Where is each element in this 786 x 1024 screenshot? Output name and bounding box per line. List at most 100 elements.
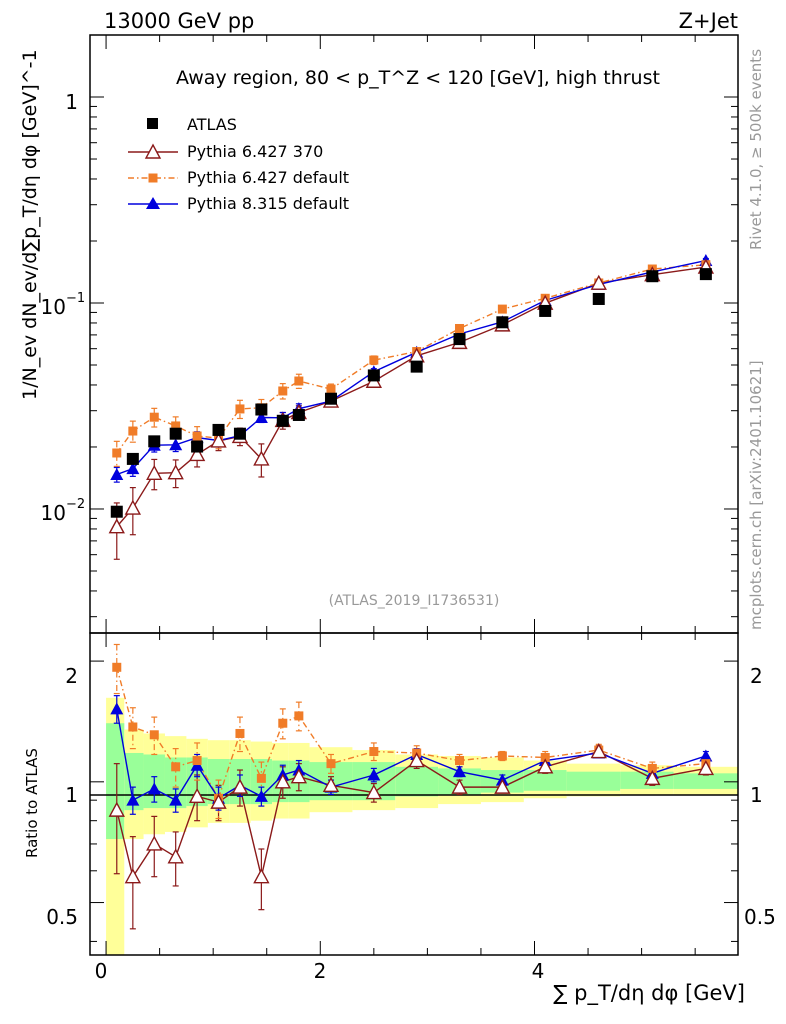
ratio-point-series-2 (169, 793, 183, 806)
legend-entry-atlas: ATLAS (147, 115, 237, 134)
main-point-series-3 (169, 438, 183, 451)
legend-label-pythia6-default: Pythia 6.427 default (187, 168, 349, 187)
main-point-series-1 (590, 274, 607, 290)
main-point-series-2 (369, 355, 379, 365)
ratio-point-series-0 (408, 752, 425, 768)
legend-entry-pythia6-370: Pythia 6.427 370 (128, 142, 323, 161)
main-point-series-3 (254, 411, 268, 424)
main-title: Away region, 80 < p_T^Z < 120 [GeV], hig… (176, 67, 660, 89)
legend-marker-pythia8-default (146, 197, 160, 209)
ratio-point-series-1 (149, 730, 159, 740)
ratio-band-stat-bin (106, 723, 125, 840)
main-point-series-0 (169, 427, 182, 440)
main-point-series-0 (592, 292, 605, 305)
ratio-point-series-0 (210, 793, 227, 809)
ratio-point-series-1 (192, 756, 202, 766)
ratio-ylabel: Ratio to ATLAS (23, 748, 41, 858)
main-ytick-0.1-base: 10 (41, 295, 66, 319)
main-point-series-1 (188, 445, 206, 462)
main-point-series-0 (276, 414, 289, 427)
main-ytick-label-0.01: 10 (41, 501, 66, 525)
rivet-version-text: Rivet 4.1.0, ≥ 500k events (747, 49, 765, 250)
main-point-series-2 (192, 431, 202, 441)
main-point-series-0 (255, 403, 268, 416)
main-point-series-1 (167, 464, 184, 480)
ratio-band-stat-bin (673, 773, 738, 789)
ratio-xtick-label-0: 0 (95, 959, 108, 983)
ratio-point-series-2 (147, 782, 161, 795)
ratio-plot-frame (89, 632, 739, 956)
main-point-series-2 (278, 386, 288, 396)
ratio-uncertainty-bands (106, 697, 738, 955)
legend-marker-pythia6-370 (144, 143, 162, 159)
main-ylabel: 1/N_ev dN_ev/d∑p_T/dη dφ [GeV]^-1 (19, 49, 41, 400)
main-point-series-2 (112, 448, 122, 458)
main-point-series-0 (367, 369, 380, 382)
ratio-point-series-1 (256, 773, 266, 783)
ratio-point-series-1 (455, 756, 465, 766)
main-point-series-0 (148, 435, 161, 448)
legend-entry-pythia8-default: Pythia 8.315 default (128, 194, 349, 213)
ratio-point-series-0 (451, 778, 468, 794)
ratio-ytick-label-2: 2 (65, 664, 78, 688)
main-axis-ticks (90, 34, 738, 633)
ratio-point-series-1 (326, 759, 336, 769)
ratio-point-series-0 (124, 868, 142, 884)
ratio-band-stat-bin (523, 770, 567, 791)
main-ytick-label-0.1: 10 (41, 295, 66, 319)
ratio-point-series-0 (322, 776, 340, 793)
ratio-point-series-2 (699, 749, 713, 762)
ratio-point-series-0 (365, 784, 383, 800)
main-line-series-1 (116, 266, 706, 528)
ratio-panel: 2 1 0.5 2 1 0.5 Ratio to ATLAS 0 2 4 ∑ p… (23, 632, 776, 1006)
ratio-band-stat-bin (566, 771, 621, 791)
main-point-series-2 (235, 404, 245, 414)
main-point-series-2 (149, 412, 159, 422)
ratio-point-series-0 (167, 848, 184, 864)
ratio-xtick-label-4: 4 (532, 959, 545, 983)
main-point-series-0 (233, 427, 246, 440)
xaxis-label: ∑ p_T/dη dφ [GeV] (553, 981, 745, 1006)
header-left: 13000 GeV pp (104, 9, 254, 33)
ratio-point-series-2 (453, 765, 467, 778)
main-point-series-2 (455, 323, 465, 333)
main-point-series-0 (126, 452, 139, 465)
main-ytick-label-1: 1 (65, 90, 78, 114)
ratio-point-series-0 (644, 769, 661, 786)
ratio-point-series-1 (540, 752, 550, 762)
main-point-series-0 (324, 392, 337, 405)
ratio-ytick-label-1: 1 (65, 783, 78, 807)
main-point-series-1 (124, 499, 142, 515)
main-ytick-0.01-exp: −2 (66, 497, 85, 512)
main-point-series-0 (496, 316, 509, 329)
ratio-ytick-label-0.5: 0.5 (46, 905, 78, 929)
main-point-series-2 (171, 421, 181, 431)
main-series-layer (108, 254, 715, 560)
legend-entry-pythia6-default: Pythia 6.427 default (128, 168, 349, 187)
ratio-ytick-right-1: 1 (750, 783, 763, 807)
ratio-point-series-0 (253, 868, 270, 884)
main-point-series-0 (646, 270, 659, 283)
main-point-series-1 (210, 432, 227, 448)
ratio-point-series-1 (369, 747, 379, 757)
ratio-point-series-2 (367, 768, 381, 781)
main-point-series-0 (191, 440, 204, 453)
main-panel: 1 10 −1 10 −2 Away region, 80 < p_T^Z < … (19, 34, 739, 634)
main-point-series-1 (253, 450, 270, 466)
main-point-series-0 (539, 304, 552, 317)
ratio-point-series-0 (537, 758, 554, 774)
main-point-series-1 (108, 518, 125, 534)
ratio-point-series-0 (274, 773, 291, 789)
ratio-point-series-0 (590, 743, 607, 759)
main-point-series-2 (294, 376, 304, 386)
ratio-point-series-1 (128, 722, 138, 732)
main-point-series-0 (410, 360, 423, 373)
ratio-point-series-0 (494, 778, 511, 794)
ratio-point-series-0 (231, 778, 249, 794)
mcplots-text: mcplots.cern.ch [arXiv:2401.10621] (747, 360, 765, 630)
ratio-point-series-0 (108, 801, 125, 817)
main-point-series-0 (212, 423, 225, 436)
ratio-point-series-0 (188, 787, 206, 804)
main-point-series-3 (110, 468, 124, 481)
